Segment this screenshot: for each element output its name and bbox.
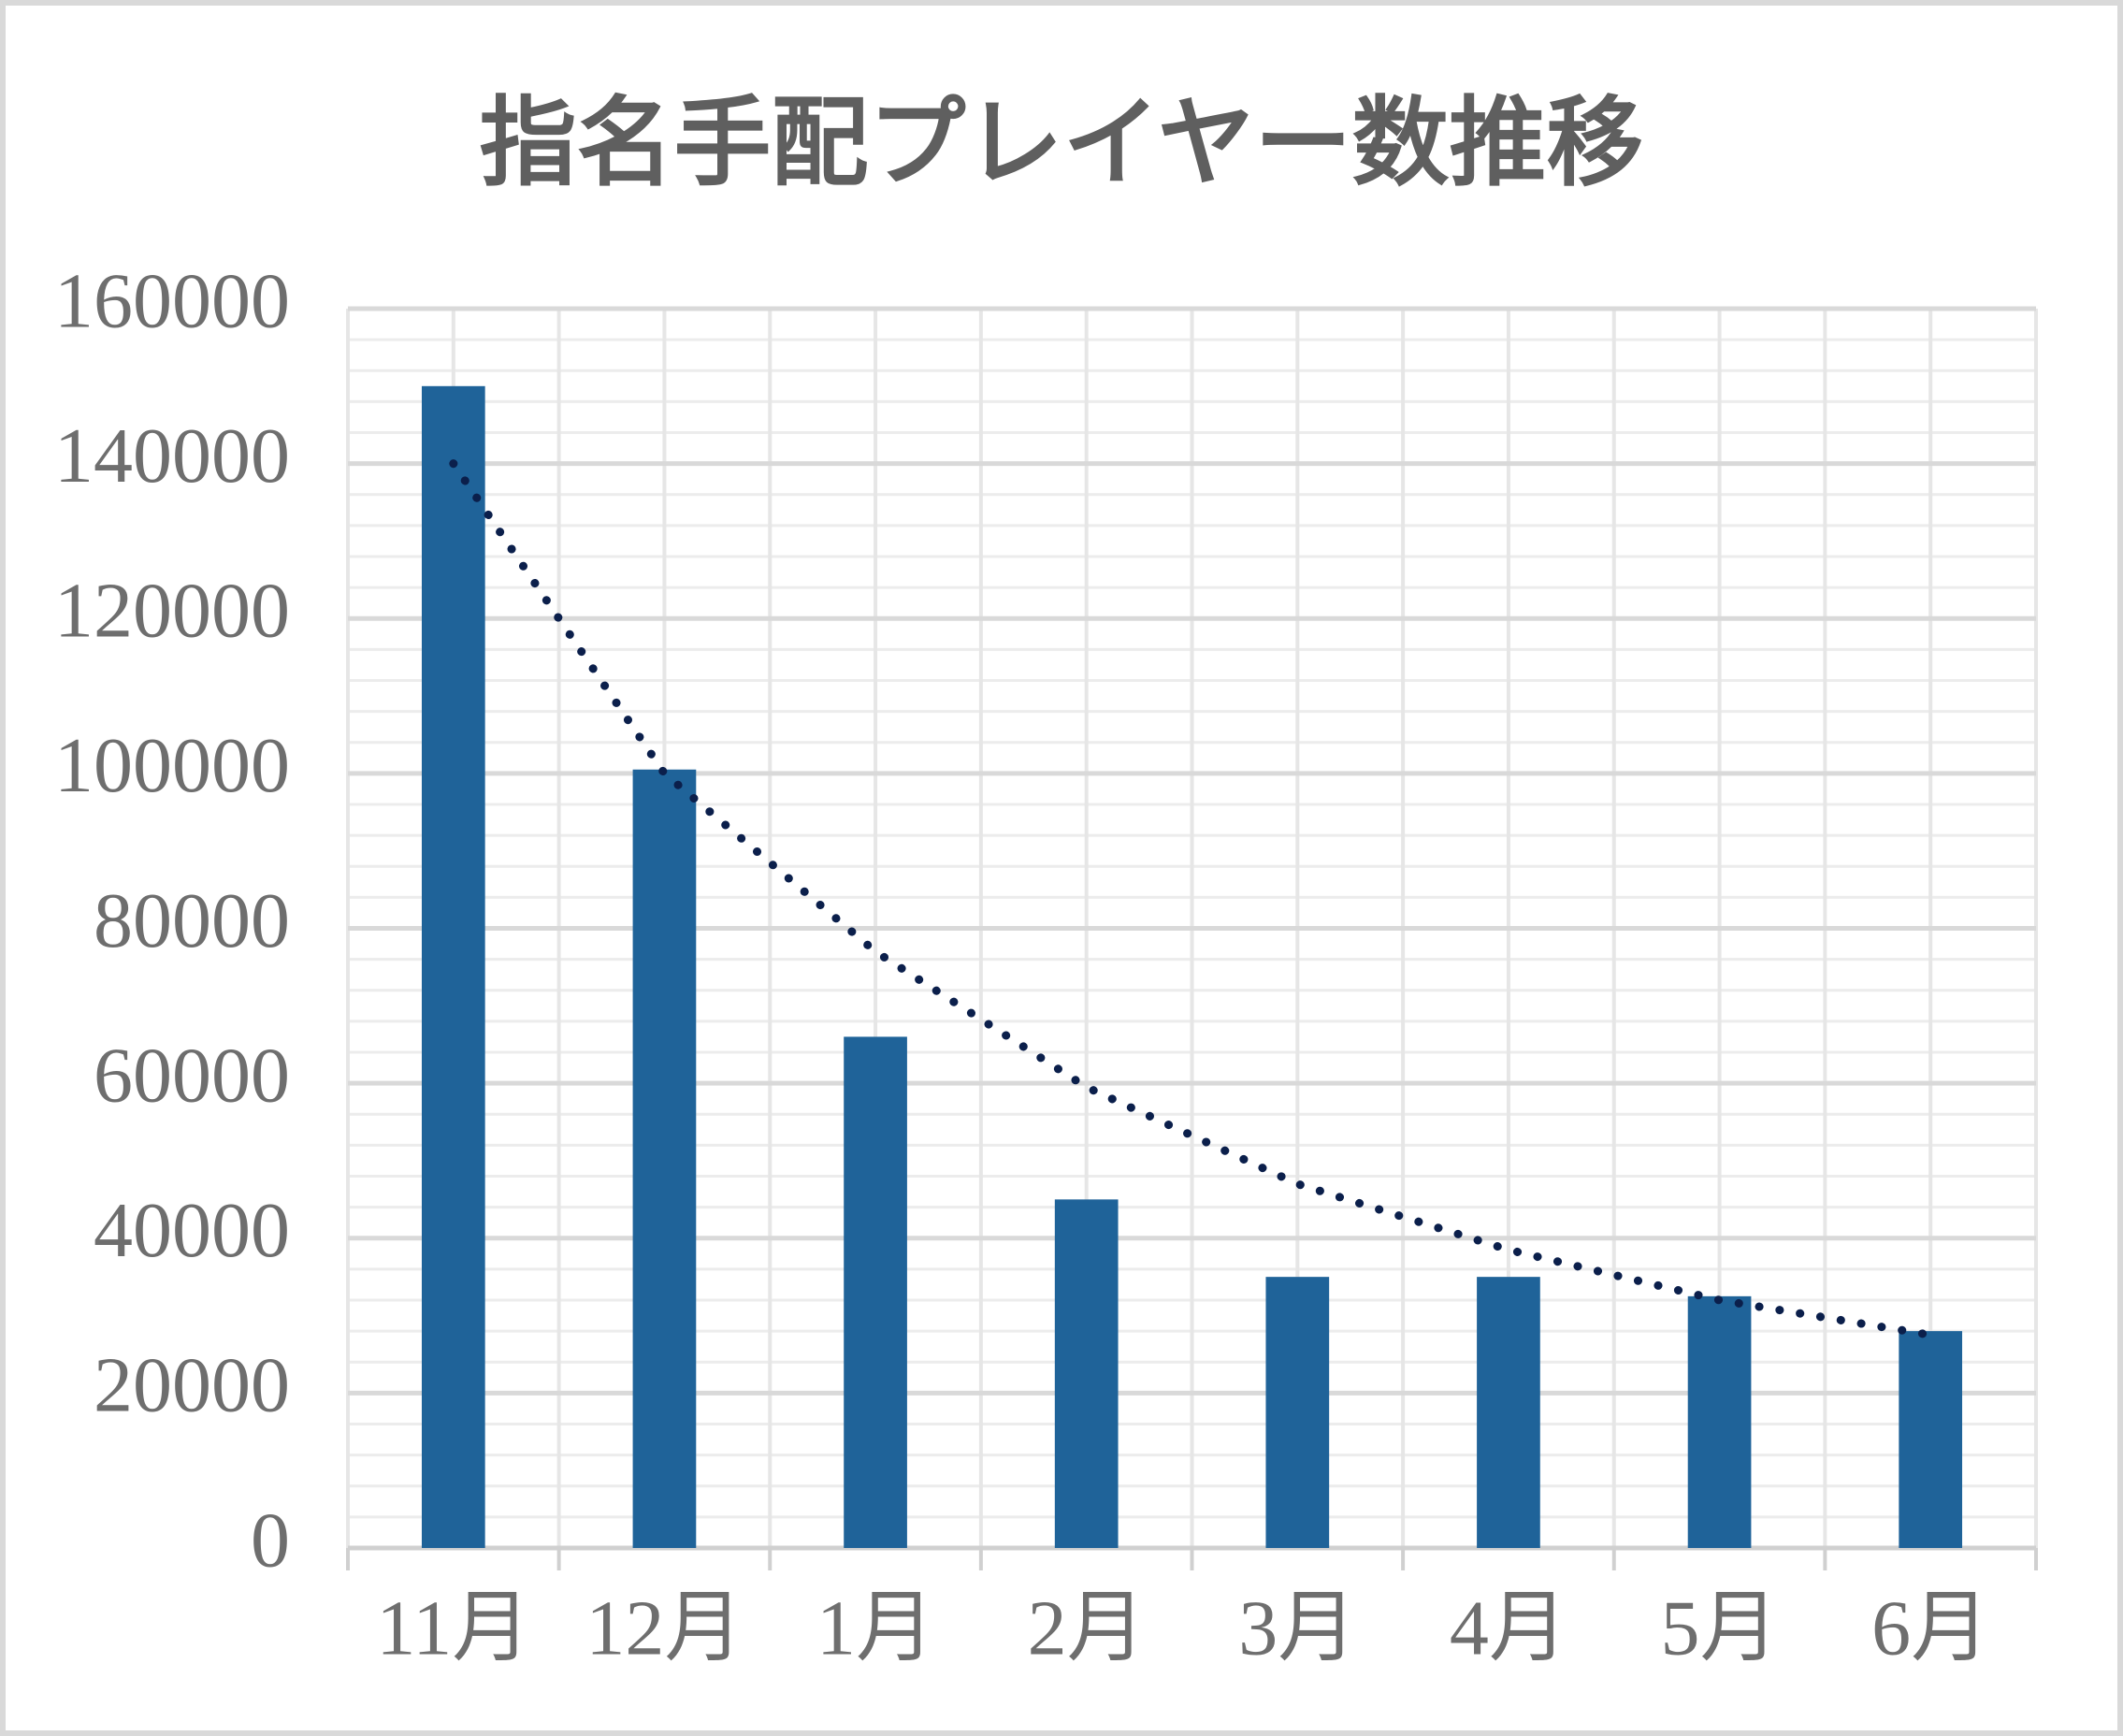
x-tick-label: 3月	[1238, 1584, 1356, 1671]
x-tick-label: 11月	[376, 1584, 530, 1671]
bar	[421, 385, 485, 1548]
x-tick-label: 6月	[1871, 1584, 1989, 1671]
bar	[632, 769, 697, 1548]
y-tick-label: 140000	[54, 412, 290, 499]
bar	[1687, 1295, 1752, 1548]
x-tick-label: 12月	[585, 1584, 743, 1671]
y-tick-label: 100000	[54, 722, 290, 809]
y-tick-label: 40000	[94, 1187, 290, 1274]
y-tick-label: 80000	[94, 877, 290, 964]
x-tick-label: 2月	[1028, 1584, 1146, 1671]
y-tick-label: 160000	[54, 257, 290, 344]
y-tick-label: 0	[251, 1497, 290, 1584]
x-tick-label: 1月	[816, 1584, 934, 1671]
x-tick-label: 4月	[1450, 1584, 1567, 1671]
bar	[1054, 1199, 1119, 1548]
bar	[1477, 1277, 1540, 1548]
bar	[1899, 1331, 1963, 1548]
y-tick-label: 20000	[94, 1342, 290, 1429]
y-tick-label: 60000	[94, 1032, 290, 1119]
x-tick-label: 5月	[1661, 1584, 1779, 1671]
bar	[844, 1036, 907, 1548]
y-tick-label: 120000	[54, 568, 290, 655]
chart-title: 指名手配プレイヤー数推移	[480, 85, 1644, 199]
bar	[1265, 1277, 1330, 1548]
